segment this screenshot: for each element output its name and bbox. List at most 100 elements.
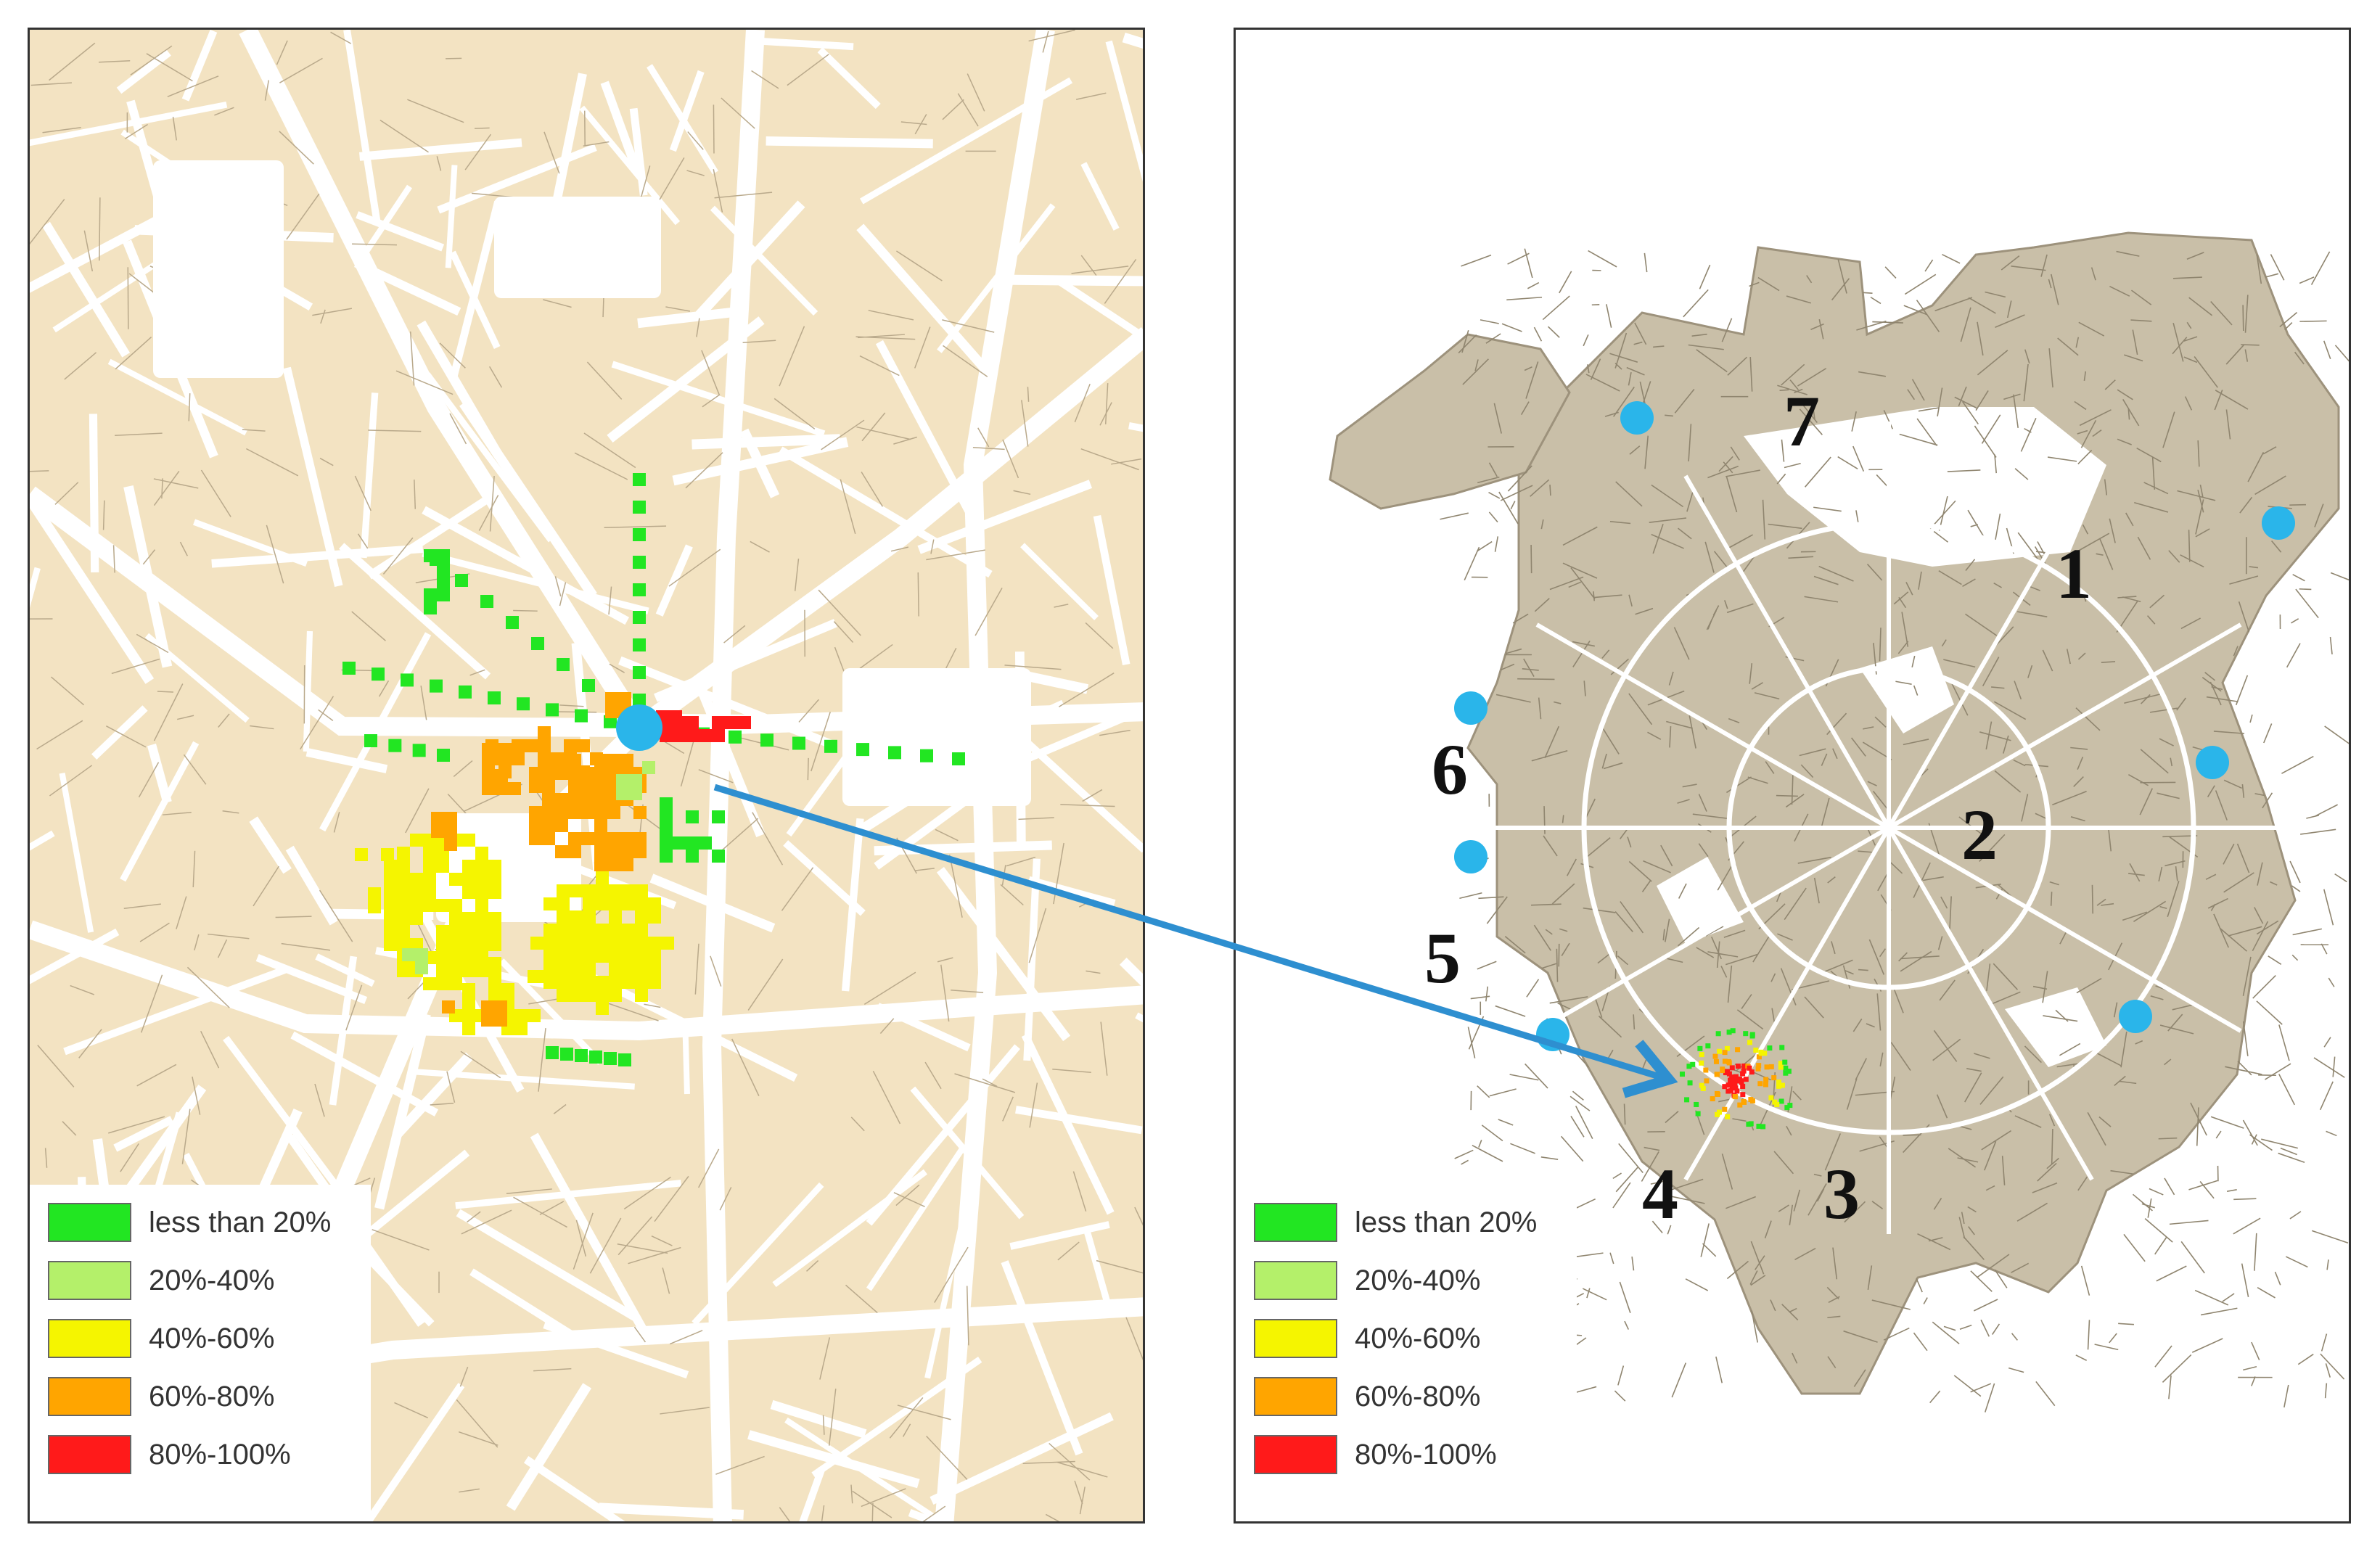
coverage-cell: [1767, 1045, 1773, 1051]
minor-street: [1093, 514, 1130, 666]
street-segment: [1500, 485, 1533, 501]
street-segment: [2242, 1119, 2258, 1146]
street-segment: [2186, 252, 2204, 260]
street-segment: [1985, 721, 1993, 750]
street-segment: [2154, 1345, 2172, 1368]
street-segment: [1495, 694, 1531, 703]
building-edge: [281, 942, 331, 951]
coverage-cell: [609, 884, 622, 897]
street-segment: [1966, 1068, 1982, 1072]
street-segment: [1768, 523, 1802, 530]
building-edge: [715, 1455, 765, 1475]
coverage-cell: [412, 744, 426, 757]
street-segment: [2074, 400, 2087, 411]
street-segment: [1929, 1390, 1941, 1404]
building-edge: [1125, 1317, 1143, 1361]
street-segment: [2328, 977, 2335, 987]
street-segment: [1879, 1052, 1884, 1066]
street-segment: [2200, 1307, 2238, 1316]
building-edge: [489, 476, 495, 532]
legend-swatch: [1254, 1203, 1337, 1242]
coverage-cell: [1728, 1077, 1733, 1083]
street-segment: [1570, 1116, 1585, 1138]
street-segment: [2271, 540, 2282, 553]
street-segment: [1485, 333, 1501, 344]
street-segment: [1918, 407, 1940, 412]
street-segment: [1569, 1095, 1591, 1111]
coverage-cell: [686, 716, 699, 729]
building-edge: [821, 419, 865, 451]
coverage-cell: [494, 1013, 507, 1027]
minor-street: [937, 203, 1056, 353]
street-segment: [1804, 996, 1824, 1019]
street-segment: [1677, 926, 1700, 947]
street-segment: [2326, 1259, 2329, 1270]
coverage-cell: [555, 806, 568, 819]
street-segment: [2082, 524, 2089, 535]
building-edge: [713, 104, 715, 154]
building-edge: [136, 1064, 177, 1087]
building-edge: [573, 1212, 594, 1270]
street-segment: [1542, 295, 1570, 321]
building-edge: [1045, 1513, 1060, 1521]
street-segment: [2094, 1344, 2119, 1351]
street-segment: [2113, 1002, 2118, 1018]
coverage-cell: [594, 780, 607, 793]
street-segment: [2014, 468, 2029, 480]
street-segment: [2329, 636, 2333, 655]
street-segment: [1991, 686, 2005, 689]
street-segment: [2247, 452, 2265, 482]
street-segment: [1764, 1220, 1772, 1238]
coverage-cell: [712, 850, 725, 863]
street-segment: [2299, 276, 2315, 284]
building-edge: [698, 1148, 720, 1188]
coverage-cell: [485, 739, 498, 752]
street-segment: [1498, 491, 1519, 525]
building-edge: [696, 318, 700, 337]
street-segment: [2334, 873, 2347, 883]
street-segment: [2256, 920, 2279, 935]
street-segment: [1572, 641, 1591, 667]
street-segment: [2123, 1233, 2146, 1262]
street-segment: [2159, 1024, 2194, 1035]
coverage-cell: [397, 860, 410, 873]
street-segment: [2096, 898, 2106, 906]
building-edge: [702, 394, 721, 408]
building-edge: [834, 646, 846, 675]
coverage-cell: [648, 910, 661, 924]
building-edge: [409, 331, 415, 386]
minor-street: [770, 1399, 867, 1439]
street-segment: [1916, 418, 1937, 446]
coverage-cell: [488, 860, 501, 873]
building-edge: [142, 549, 156, 565]
coverage-cell: [1743, 1077, 1749, 1082]
building-edge: [459, 1488, 480, 1493]
building-edge: [623, 1176, 671, 1210]
building-edge: [1057, 1241, 1080, 1261]
street-segment: [2122, 399, 2140, 427]
street-segment: [1507, 465, 1532, 492]
street-segment: [2184, 396, 2193, 411]
coverage-cell: [1756, 1054, 1762, 1060]
building-edge: [719, 1187, 732, 1211]
street-segment: [1947, 469, 1981, 472]
street-segment: [2141, 1203, 2155, 1209]
coverage-cell: [482, 769, 495, 782]
street-segment: [2202, 677, 2222, 692]
coverage-cell: [583, 910, 596, 924]
building-edge: [264, 80, 270, 101]
street-segment: [1527, 281, 1540, 289]
street-segment: [1665, 414, 1673, 417]
street-segment: [2020, 418, 2037, 452]
building-edge: [1104, 259, 1137, 304]
building-edge: [583, 141, 610, 147]
street-segment: [1984, 1140, 1997, 1171]
open-space: [842, 668, 1031, 806]
street-segment: [1531, 749, 1568, 762]
coverage-cell: [449, 873, 462, 886]
coverage-cell: [410, 873, 423, 886]
street-segment: [2263, 723, 2273, 744]
coverage-cell: [1713, 1058, 1719, 1064]
coverage-cell: [686, 850, 699, 863]
street-segment: [1821, 753, 1828, 766]
